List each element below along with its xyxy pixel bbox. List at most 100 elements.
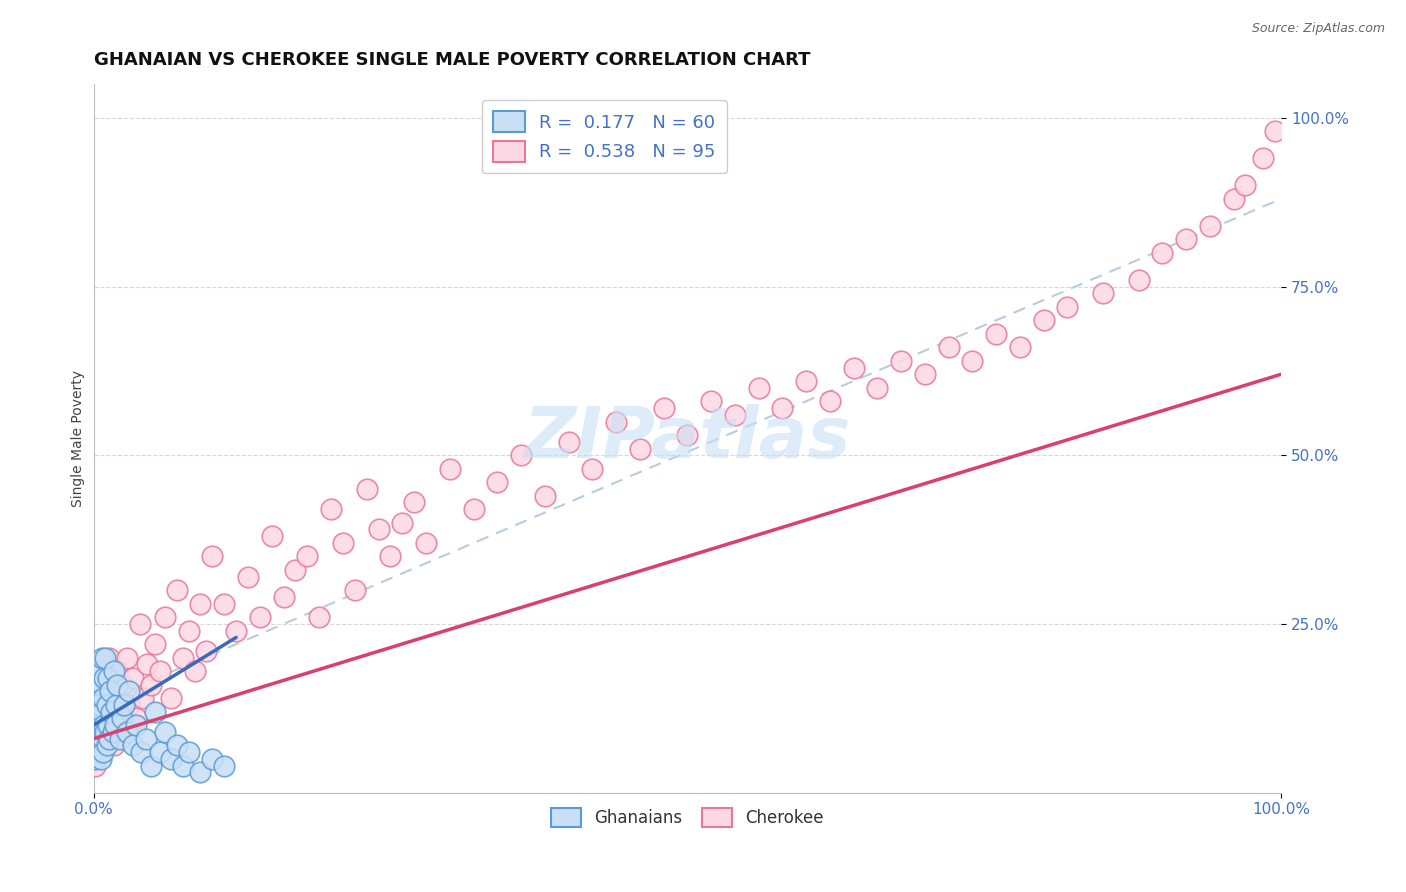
Point (1175, 232, 1198, 246)
Point (87, 745, 110, 759)
Point (534, 489, 557, 503)
Point (83, 752, 105, 766)
Point (90, 684, 112, 698)
Point (101, 725, 124, 739)
Point (93, 718, 115, 732)
Point (201, 549, 224, 564)
Point (581, 462, 603, 476)
Point (273, 590, 295, 604)
Point (136, 657, 159, 672)
Point (159, 691, 181, 706)
Point (212, 758, 235, 772)
Point (97, 731, 120, 746)
Point (90, 718, 112, 732)
Point (104, 718, 127, 732)
Point (91, 711, 114, 725)
Point (380, 549, 402, 564)
Point (93, 671, 115, 685)
Point (415, 536, 437, 550)
Point (201, 752, 224, 766)
Point (1032, 313, 1054, 327)
Point (914, 368, 936, 382)
Point (91, 691, 114, 706)
Point (143, 637, 166, 651)
Point (103, 664, 125, 678)
Point (108, 718, 131, 732)
Text: ZIPatlas: ZIPatlas (523, 404, 851, 473)
Point (748, 381, 770, 395)
Point (143, 705, 166, 719)
Point (319, 502, 342, 516)
Point (105, 678, 128, 692)
Point (1234, 178, 1257, 193)
Point (166, 739, 188, 753)
Point (103, 739, 125, 753)
Point (89, 698, 111, 712)
Point (149, 664, 172, 678)
Point (284, 563, 307, 577)
Point (115, 650, 138, 665)
Text: Source: ZipAtlas.com: Source: ZipAtlas.com (1251, 22, 1385, 36)
Point (83, 718, 105, 732)
Point (676, 428, 699, 442)
Text: GHANAIAN VS CHEROKEE SINGLE MALE POVERTY CORRELATION CHART: GHANAIAN VS CHEROKEE SINGLE MALE POVERTY… (94, 51, 810, 69)
Point (86, 691, 108, 706)
Point (100, 705, 122, 719)
Point (236, 570, 259, 584)
Point (172, 758, 194, 772)
Point (166, 583, 188, 598)
Point (90, 705, 112, 719)
Point (1128, 273, 1150, 287)
Point (98, 711, 121, 725)
Point (153, 610, 176, 624)
Point (115, 725, 138, 739)
Point (90, 650, 112, 665)
Point (129, 745, 152, 759)
Point (83, 758, 105, 772)
Point (177, 745, 200, 759)
Point (98, 650, 121, 665)
Point (84, 705, 107, 719)
Point (84, 745, 107, 759)
Point (962, 353, 984, 368)
Point (97, 671, 120, 685)
Point (391, 516, 413, 530)
Point (1008, 340, 1031, 354)
Point (890, 353, 912, 368)
Point (101, 691, 124, 706)
Point (87, 678, 110, 692)
Point (557, 434, 579, 449)
Point (114, 698, 136, 712)
Point (818, 394, 841, 409)
Point (132, 691, 155, 706)
Point (90, 678, 112, 692)
Point (249, 610, 271, 624)
Point (87, 731, 110, 746)
Point (83, 731, 105, 746)
Point (87, 718, 110, 732)
Point (86, 711, 108, 725)
Point (90, 752, 112, 766)
Point (177, 624, 200, 638)
Point (121, 739, 143, 753)
Point (94, 725, 117, 739)
Point (1056, 300, 1078, 314)
Point (89, 718, 111, 732)
Point (84, 725, 107, 739)
Point (91, 731, 114, 746)
Point (91, 745, 114, 759)
Point (135, 731, 157, 746)
Point (125, 711, 148, 725)
Point (90, 664, 112, 678)
Point (724, 408, 747, 422)
Point (1152, 245, 1174, 260)
Point (114, 725, 136, 739)
Point (794, 374, 817, 388)
Point (96, 739, 118, 753)
Point (463, 502, 485, 516)
Point (118, 684, 141, 698)
Point (159, 752, 181, 766)
Point (105, 664, 128, 678)
Point (96, 678, 118, 692)
Point (1251, 152, 1274, 166)
